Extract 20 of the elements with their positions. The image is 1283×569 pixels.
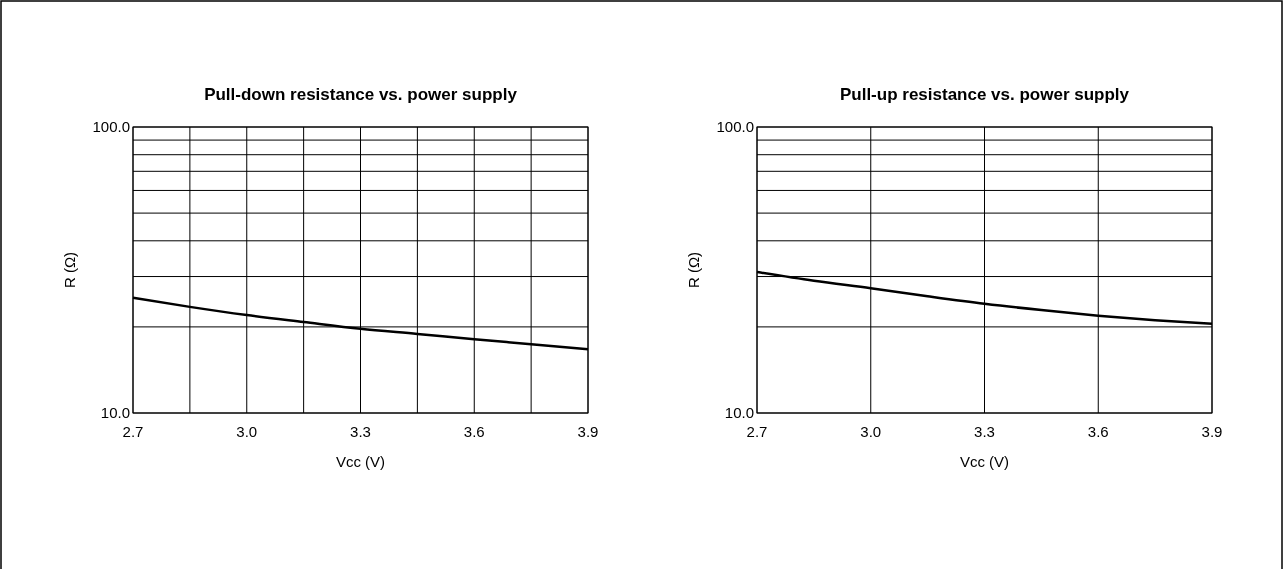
x-tick-label: 3.0: [236, 423, 258, 440]
x-tick-label: 3.9: [577, 423, 599, 440]
chart-title: Pull-down resistance vs. power supply: [204, 85, 518, 104]
chart-title: Pull-up resistance vs. power supply: [839, 85, 1130, 104]
x-tick-label: 3.0: [860, 423, 882, 440]
x-tick-label: 3.3: [974, 423, 995, 440]
x-tick-label: 3.3: [350, 423, 371, 440]
x-axis-title: Vcc (V): [959, 453, 1010, 470]
y-tick-label: 100.0: [716, 118, 754, 135]
x-tick-label: 2.7: [122, 423, 144, 440]
y-tick-label: 10.0: [724, 404, 754, 421]
x-tick-label: 2.7: [746, 423, 768, 440]
y-axis-title: R (Ω): [685, 251, 702, 289]
y-tick-label: 100.0: [92, 118, 130, 135]
x-tick-label: 3.6: [463, 423, 485, 440]
x-tick-label: 3.6: [1087, 423, 1109, 440]
y-tick-label: 10.0: [100, 404, 130, 421]
x-axis-title: Vcc (V): [335, 453, 386, 470]
x-tick-label: 3.9: [1201, 423, 1223, 440]
y-axis-title: R (Ω): [61, 251, 78, 289]
